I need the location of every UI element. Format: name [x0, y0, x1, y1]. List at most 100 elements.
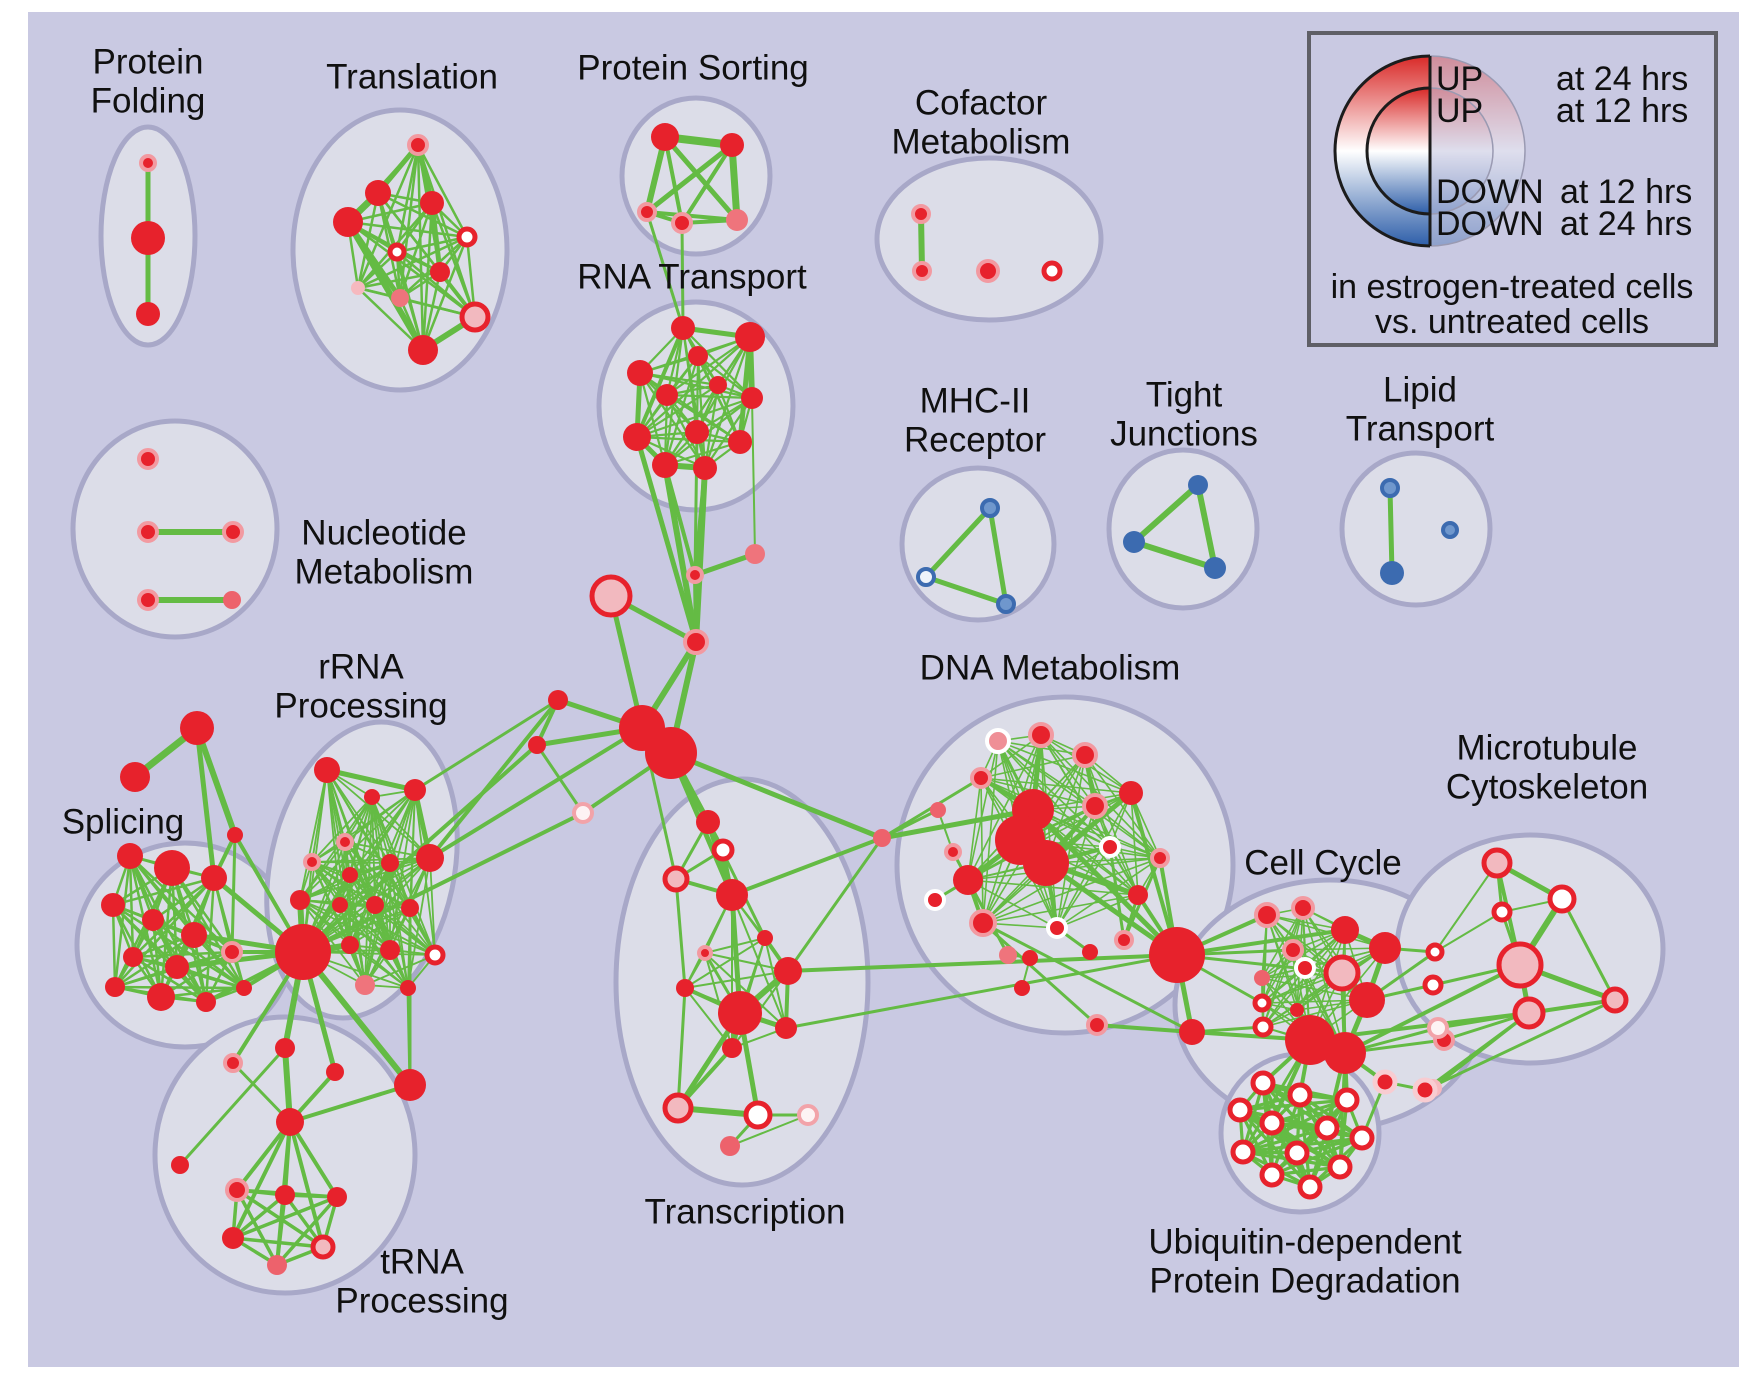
network-edge [635, 383, 720, 439]
cluster-label-mhc-ii-receptor-line1: MHC-II [920, 382, 1031, 421]
network-edge [644, 142, 735, 215]
cluster-label-rrna-processing-line1: rRNA [318, 648, 404, 687]
gene-node-red [623, 423, 651, 451]
gene-node-ringWhite [387, 242, 407, 262]
gene-node-red [1331, 916, 1359, 944]
gene-node-red [718, 991, 762, 1035]
network-edge [299, 899, 366, 986]
gene-node-lightPink [351, 281, 365, 295]
gene-node-ringPink [1481, 847, 1513, 879]
network-edge [1030, 807, 1180, 958]
gene-node-red [275, 924, 331, 980]
network-edge [923, 574, 1009, 607]
gene-node-ringWhite [1287, 1082, 1313, 1108]
network-edge [729, 1114, 809, 1147]
gene-node-pinkRingRed [969, 909, 997, 937]
network-edge [339, 862, 391, 906]
gene-node-pinkRingRed [912, 261, 932, 281]
gene-node-red [332, 897, 348, 913]
gene-node-red [275, 1185, 295, 1205]
cluster-bubble-tight-junctions [1106, 447, 1260, 611]
gene-node-red [528, 736, 546, 754]
gene-node-pinkRingRed [223, 1053, 243, 1073]
gene-node-red [394, 1069, 426, 1101]
network-edge [345, 219, 403, 301]
network-edge [194, 725, 238, 838]
network-edge [662, 134, 740, 223]
gene-node-pinkRingRed [407, 134, 429, 156]
legend-up-12-dir: UP [1436, 92, 1483, 130]
cluster-label-protein-sorting-line1: Protein Sorting [577, 49, 809, 88]
network-edge [751, 397, 756, 555]
gene-node-red [165, 955, 189, 979]
network-edge [406, 986, 412, 1087]
gene-node-red [722, 1038, 742, 1058]
network-edge [356, 143, 420, 290]
legend-down-24-dir: DOWN [1436, 205, 1544, 243]
gene-node-blue [1123, 531, 1145, 553]
network-edge [703, 383, 720, 470]
network-edge [311, 796, 373, 863]
network-edge [1270, 1136, 1364, 1177]
network-edge [638, 371, 754, 400]
network-edge [346, 220, 477, 319]
network-edge [668, 750, 885, 841]
network-edge [980, 777, 984, 924]
network-edge [645, 210, 685, 330]
network-edge [1195, 482, 1218, 571]
gene-node-pinkRingRed [336, 833, 354, 851]
gene-node-pinkRingRed [1072, 742, 1098, 768]
gene-node-pinkRingRed [303, 853, 321, 871]
gene-node-ringPink [1512, 996, 1546, 1030]
network-edge [111, 903, 117, 989]
network-edge [997, 740, 1161, 859]
network-edge [170, 866, 246, 990]
cluster-label-trna-processing-line2: Processing [335, 1282, 508, 1321]
network-edge [663, 135, 684, 225]
gene-node-ringWhite [711, 838, 735, 862]
gene-node-pinkRingRed [1291, 896, 1315, 920]
gene-node-red [709, 376, 727, 394]
cluster-label-mhc-ii-receptor-line2: Receptor [904, 421, 1046, 460]
network-edge [1241, 1126, 1329, 1154]
gene-node-pinkRingRed [1086, 1014, 1108, 1036]
network-edge [703, 335, 752, 470]
network-edge [665, 335, 752, 397]
network-edge [288, 1083, 412, 1124]
network-edge [428, 698, 560, 860]
network-edge [349, 907, 411, 946]
gene-node-red [275, 1038, 295, 1058]
gene-node-red [181, 922, 207, 948]
gene-node-red [131, 221, 165, 255]
gene-node-red [1119, 781, 1143, 805]
network-edge [111, 903, 208, 1004]
gene-node-red [180, 711, 214, 745]
legend-inner-left-arc [1365, 86, 1431, 216]
legend-up-12-time: at 12 hrs [1556, 92, 1688, 130]
gene-node-blue [1188, 475, 1208, 495]
gene-node-ringWhite [1349, 1125, 1375, 1151]
gene-node-pinkDark [1254, 970, 1270, 986]
gene-node-red [408, 335, 438, 365]
gene-node-ringWhite [1284, 1140, 1310, 1166]
legend-down-24-time: at 24 hrs [1560, 205, 1692, 243]
gene-node-ringPink [662, 1092, 694, 1124]
gene-node-red [222, 1227, 244, 1249]
legend-right-half-wash [1430, 56, 1525, 246]
network-edge [681, 326, 754, 400]
network-edge [113, 985, 246, 990]
gene-node-red [401, 899, 419, 917]
network-edge [429, 857, 436, 956]
gene-node-red [276, 1108, 304, 1136]
network-edge [288, 1120, 325, 1249]
gene-node-red [365, 180, 391, 206]
cluster-label-cofactor-metabolism-line2: Metabolism [892, 123, 1071, 162]
cluster-label-splicing-line1: Splicing [62, 803, 185, 842]
network-edge [1032, 809, 1161, 859]
gene-node-ringLightPink [572, 802, 594, 824]
network-edge [704, 952, 789, 972]
gene-node-red [676, 979, 694, 997]
gene-node-red [326, 1063, 344, 1081]
gene-node-red [627, 360, 653, 386]
cluster-label-tight-junctions-line1: Tight [1146, 376, 1223, 415]
